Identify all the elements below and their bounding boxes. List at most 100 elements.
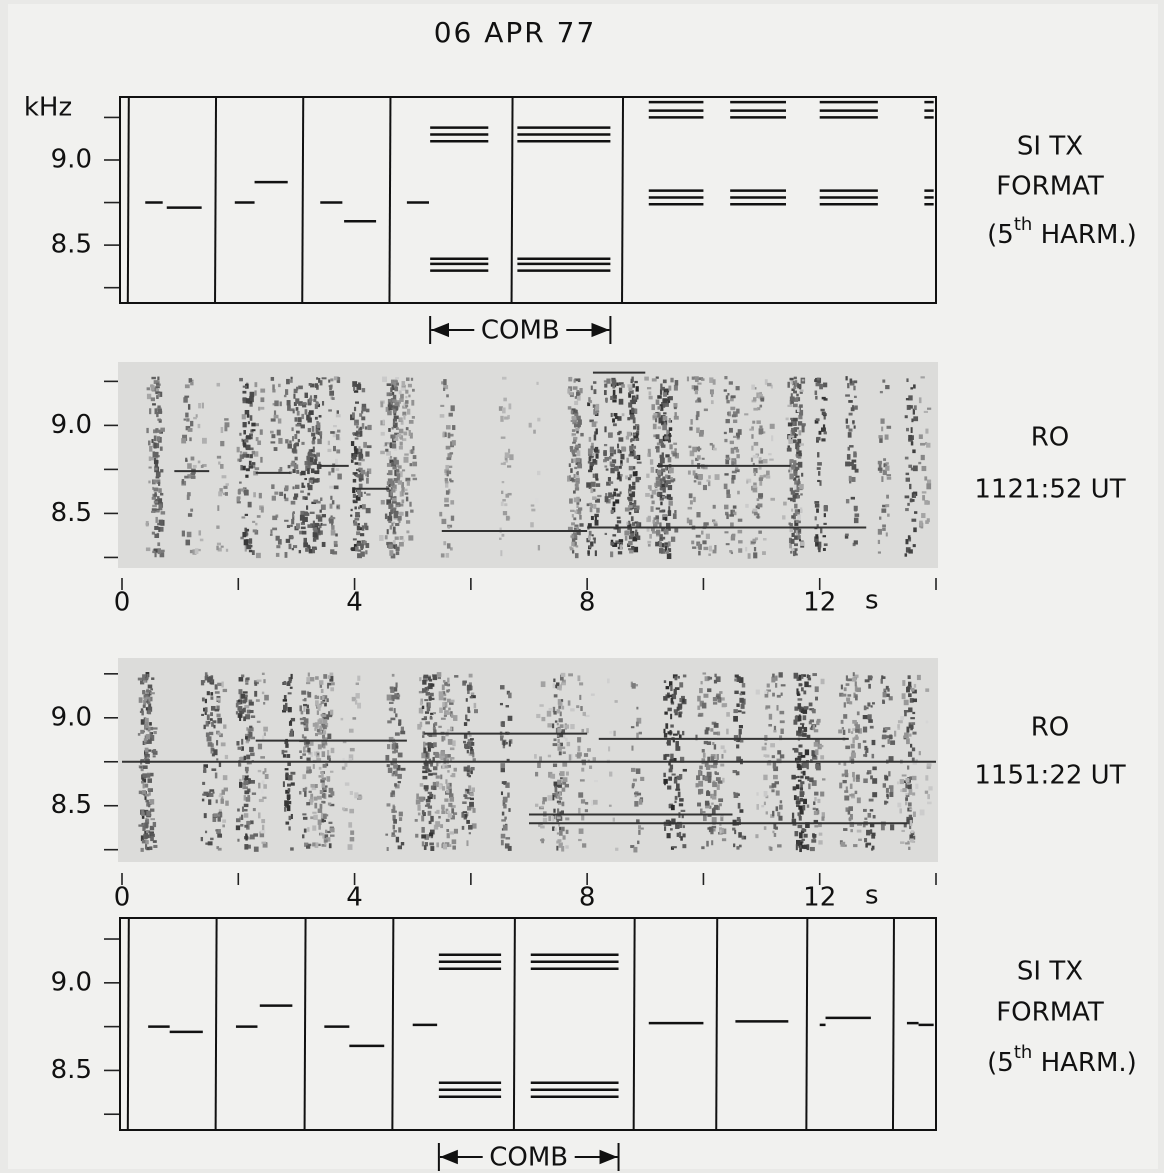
noise-speck (637, 841, 639, 844)
noise-speck (258, 812, 261, 818)
noise-speck (710, 765, 714, 768)
noise-speck (301, 424, 305, 428)
noise-speck (589, 437, 591, 442)
noise-speck (674, 510, 676, 513)
noise-speck (652, 416, 657, 419)
noise-speck (753, 485, 757, 488)
noise-speck (436, 842, 439, 847)
noise-speck (800, 542, 804, 546)
noise-speck (438, 677, 441, 679)
noise-speck (808, 783, 810, 789)
noise-speck (143, 783, 145, 788)
noise-speck (244, 539, 249, 545)
noise-speck (426, 799, 431, 802)
noise-speck (553, 711, 556, 715)
noise-speck (653, 413, 657, 416)
noise-speck (758, 531, 762, 534)
noise-speck (578, 378, 581, 382)
noise-speck (215, 709, 220, 712)
noise-speck (161, 550, 165, 552)
noise-speck (272, 384, 275, 389)
noise-speck (548, 816, 551, 821)
noise-speck (241, 516, 245, 518)
noise-speck (439, 696, 444, 701)
noise-speck (422, 841, 424, 846)
noise-speck (636, 768, 641, 774)
noise-speck (912, 449, 915, 453)
noise-speck (724, 484, 728, 489)
noise-speck (800, 389, 803, 391)
noise-speck (317, 796, 322, 800)
noise-speck (394, 402, 399, 406)
noise-speck (577, 675, 580, 681)
noise-speck (733, 843, 735, 847)
noise-speck (736, 771, 740, 775)
noise-speck (927, 408, 931, 410)
noise-speck (302, 774, 306, 779)
noise-speck (285, 389, 288, 395)
noise-speck (921, 455, 925, 460)
noise-speck (279, 492, 283, 496)
noise-speck (469, 832, 471, 834)
noise-speck (433, 729, 436, 733)
noise-speck (613, 492, 616, 497)
noise-speck (587, 748, 591, 752)
noise-speck (912, 499, 915, 502)
noise-speck (254, 691, 257, 697)
noise-speck (351, 509, 353, 511)
noise-speck (243, 444, 246, 448)
noise-speck (677, 707, 680, 711)
noise-speck (361, 472, 365, 475)
noise-speck (756, 690, 760, 695)
noise-speck (430, 816, 433, 822)
noise-speck (154, 534, 159, 538)
noise-speck (759, 457, 762, 460)
noise-speck (814, 501, 819, 504)
noise-speck (632, 683, 636, 689)
noise-speck (919, 521, 923, 527)
noise-speck (138, 733, 140, 736)
noise-speck (321, 505, 326, 510)
noise-speck (619, 388, 622, 394)
noise-speck (726, 543, 730, 545)
noise-speck (697, 447, 700, 451)
noise-speck (264, 695, 269, 701)
noise-speck (304, 513, 309, 516)
noise-speck (306, 709, 310, 715)
noise-speck (638, 830, 640, 835)
noise-speck (573, 517, 576, 520)
noise-speck (331, 530, 336, 535)
noise-speck (570, 468, 572, 473)
noise-speck (905, 495, 910, 498)
noise-speck (224, 418, 228, 420)
noise-speck (771, 435, 773, 441)
noise-speck (872, 766, 876, 770)
noise-speck (502, 407, 506, 413)
noise-speck (218, 848, 222, 851)
noise-speck (726, 490, 730, 495)
noise-speck (445, 481, 449, 483)
noise-speck (271, 484, 274, 489)
noise-speck (814, 742, 819, 747)
noise-speck (263, 702, 265, 705)
noise-speck (411, 400, 414, 406)
noise-speck (217, 683, 221, 686)
noise-speck (593, 800, 598, 805)
noise-speck (305, 393, 308, 398)
noise-speck (332, 397, 335, 400)
noise-speck (200, 539, 204, 542)
noise-speck (881, 508, 886, 512)
noise-speck (188, 428, 193, 432)
noise-speck (569, 463, 571, 467)
noise-speck (927, 763, 932, 766)
noise-speck (472, 808, 475, 813)
noise-speck (399, 812, 403, 817)
noise-speck (918, 462, 921, 464)
noise-speck (754, 512, 758, 516)
noise-speck (900, 779, 905, 784)
noise-speck (888, 771, 890, 776)
noise-speck (470, 798, 474, 800)
noise-speck (851, 744, 855, 749)
noise-speck (663, 779, 667, 784)
noise-speck (579, 388, 582, 393)
